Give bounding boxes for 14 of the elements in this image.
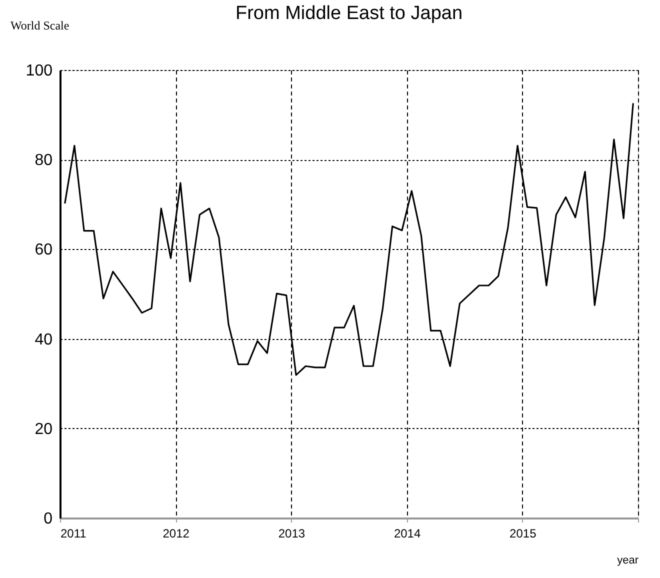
x-tick-label: 2015 — [510, 526, 537, 540]
y-axis-title: World Scale — [10, 18, 70, 32]
y-tick-label: 80 — [34, 152, 53, 170]
x-tick-label: 2013 — [278, 526, 306, 540]
y-tick-label: 0 — [44, 510, 53, 528]
x-axis-title: year — [617, 554, 639, 566]
chart-title: From Middle East to Japan — [235, 3, 463, 24]
y-tick-label: 60 — [34, 242, 53, 259]
y-tick-label: 100 — [26, 62, 53, 80]
x-tick-label: 2011 — [60, 526, 87, 540]
x-tick-label: 2014 — [394, 526, 421, 540]
y-tick-label: 40 — [34, 331, 53, 348]
y-tick-label: 20 — [34, 420, 53, 438]
x-tick-label: 2012 — [162, 526, 190, 540]
